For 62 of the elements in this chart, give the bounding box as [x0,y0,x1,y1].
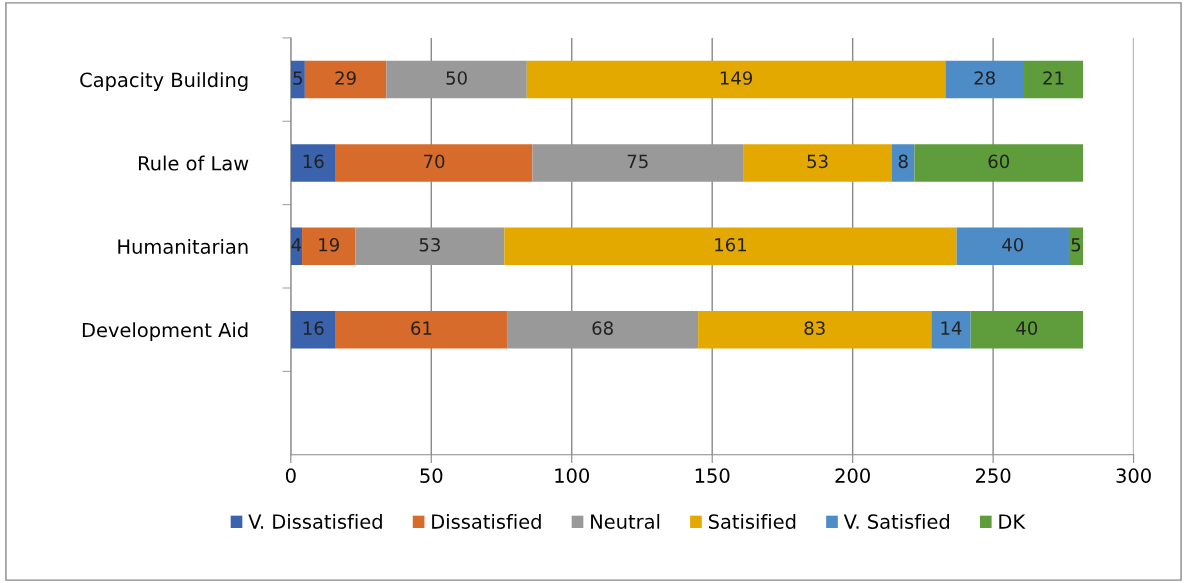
data-label: 75 [627,154,648,169]
bar [956,227,1069,266]
data-label: 28 [974,71,995,85]
bar [386,60,527,99]
data-label: 70 [424,154,445,169]
y-tick-label: Development Aid [82,322,248,342]
data-label: 53 [419,237,440,252]
data-label: 5 [1071,238,1081,252]
bar [507,310,699,349]
x-tick-label: 150 [695,468,730,483]
bar [302,227,356,266]
bar [532,144,744,182]
bar [970,310,1084,349]
data-label: 50 [446,71,467,85]
x-tick-label: 250 [975,468,1011,483]
data-label: 68 [592,321,613,335]
y-tick-label: Rule of Law [138,155,249,171]
y-tick-label: Capacity Building [80,72,248,92]
x-tick-label: 0 [285,468,296,483]
data-label: 40 [1002,237,1024,252]
bar [743,144,892,182]
data-label: 21 [1043,71,1064,85]
bar [945,60,1025,99]
x-tick-label: 100 [555,468,589,483]
data-label: 53 [807,154,828,169]
bar [290,310,336,349]
bar [335,310,508,349]
data-label: 60 [988,154,1010,169]
x-tick-label: 300 [1116,468,1151,483]
data-label: 40 [1016,321,1038,335]
y-tick-label: Humanitarian [118,238,248,254]
bar [335,144,533,182]
bar [931,310,971,349]
bar [1024,60,1084,99]
legend-label: Neutral [591,513,660,529]
bar [914,144,1084,182]
bar [355,227,505,266]
data-label: 19 [319,237,339,252]
legend-label: V. Satisfied [843,513,950,529]
bar [698,310,932,349]
legend-label: V. Dissatisfied [248,513,382,529]
data-label: 8 [898,154,908,169]
x-tick-label: 50 [420,468,443,483]
bar [304,60,387,99]
x-tick-label: 200 [835,468,870,483]
bar [891,144,915,182]
legend-label: Satisified [708,513,796,529]
legend-label: DK [999,514,1026,529]
data-label: 16 [303,321,324,335]
data-label: 16 [303,154,324,169]
data-label: 161 [715,237,747,252]
data-label: 149 [720,71,753,85]
data-label: 14 [941,321,962,335]
bar [504,227,957,266]
bar [290,144,336,182]
data-label: 5 [293,71,302,85]
data-label: 61 [411,321,432,335]
bar [526,60,946,99]
data-label: 4 [291,238,302,252]
legend-label: Dissatisfied [432,513,541,529]
data-label: 83 [804,321,825,335]
data-label: 29 [335,71,356,85]
